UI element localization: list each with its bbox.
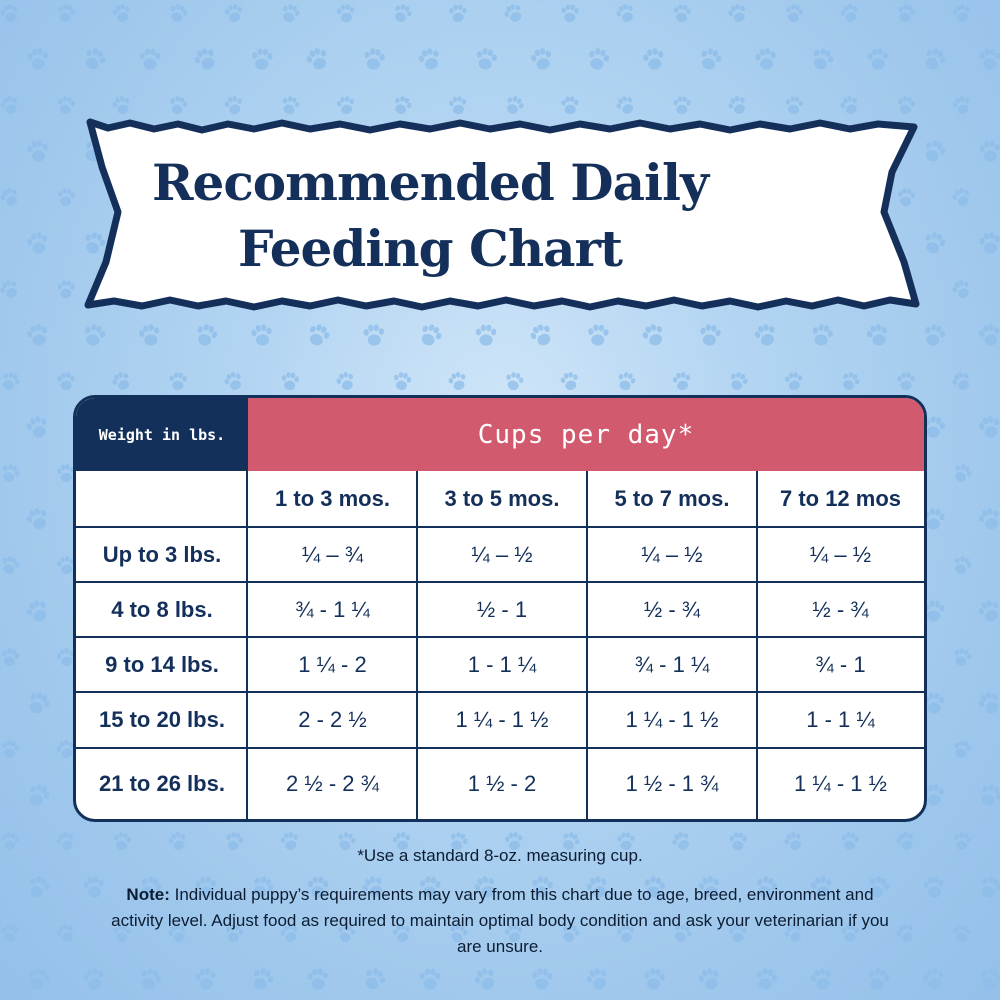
table-cell: 1 - 1 ¼: [467, 651, 537, 677]
table-cell: ½ - 1: [476, 596, 528, 622]
table-cell: ½ - ¾: [643, 596, 701, 622]
table-cell: 1 - 1 ¼: [806, 707, 875, 732]
row-weight-4: 15 to 20 lbs.: [99, 707, 225, 732]
table-cell: 1 ½ - 2: [467, 770, 537, 796]
grid-line: [586, 471, 588, 819]
grid-line: [76, 691, 924, 693]
footnote: *Use a standard 8-oz. measuring cup.: [357, 846, 643, 865]
column-header-4: 7 to 12 mos: [779, 486, 902, 511]
row-weight-2: 4 to 8 lbs.: [111, 596, 213, 622]
grid-line: [76, 747, 924, 749]
table-cell: 2 - 2 ½: [298, 707, 367, 732]
table-cell: 1 ¼ - 1 ½: [794, 770, 887, 796]
table-cell: 1 ¼ - 2: [298, 651, 367, 677]
table-cell: 2 ½ - 2 ¾: [286, 770, 379, 796]
row-weight-5: 21 to 26 lbs.: [99, 770, 225, 796]
table-cell: ¾ - 1 ¼: [295, 596, 370, 622]
table-cell: ¼ – ½: [641, 541, 703, 567]
table-cell: 1 ¼ - 1 ½: [625, 707, 719, 732]
table-cell: ¼ – ½: [809, 541, 872, 567]
grid-line: [76, 636, 924, 638]
table-cell: ¼ – ¾: [301, 541, 364, 567]
row-weight-3: 9 to 14 lbs.: [105, 651, 219, 677]
page-title-line-1: Recommended Daily: [151, 153, 709, 212]
title-banner: [84, 118, 920, 311]
grid-line: [246, 471, 248, 819]
page-title-line-2: Feeding Chart: [237, 219, 623, 278]
note-text: Individual puppy’s requirements may vary…: [111, 885, 889, 956]
weight-header: Weight in lbs.: [76, 398, 248, 471]
grid-line: [416, 471, 418, 819]
feeding-table: Weight in lbs. Cups per day* 1 to 3 mos.…: [73, 395, 927, 822]
grid-line: [756, 471, 758, 819]
table-cell: ½ - ¾: [812, 596, 869, 622]
column-header-3: 5 to 7 mos.: [614, 486, 730, 511]
grid-line: [76, 581, 924, 583]
note-label: Note:: [126, 885, 170, 904]
table-cell: ¼ – ½: [471, 541, 533, 567]
grid-line: [76, 526, 924, 528]
table-cell: 1 ½ - 1 ¾: [625, 770, 719, 796]
column-header-1: 1 to 3 mos.: [275, 486, 390, 511]
table-cell: 1 ¼ - 1 ½: [455, 707, 549, 732]
cups-per-day-header: Cups per day*: [248, 398, 924, 471]
table-cell: ¾ - 1 ¼: [634, 651, 710, 677]
table-cell: ¾ - 1: [815, 651, 866, 677]
row-weight-1: Up to 3 lbs.: [102, 541, 222, 567]
column-header-2: 3 to 5 mos.: [444, 486, 560, 511]
note-paragraph: Note: Individual puppy’s requirements ma…: [110, 882, 890, 960]
